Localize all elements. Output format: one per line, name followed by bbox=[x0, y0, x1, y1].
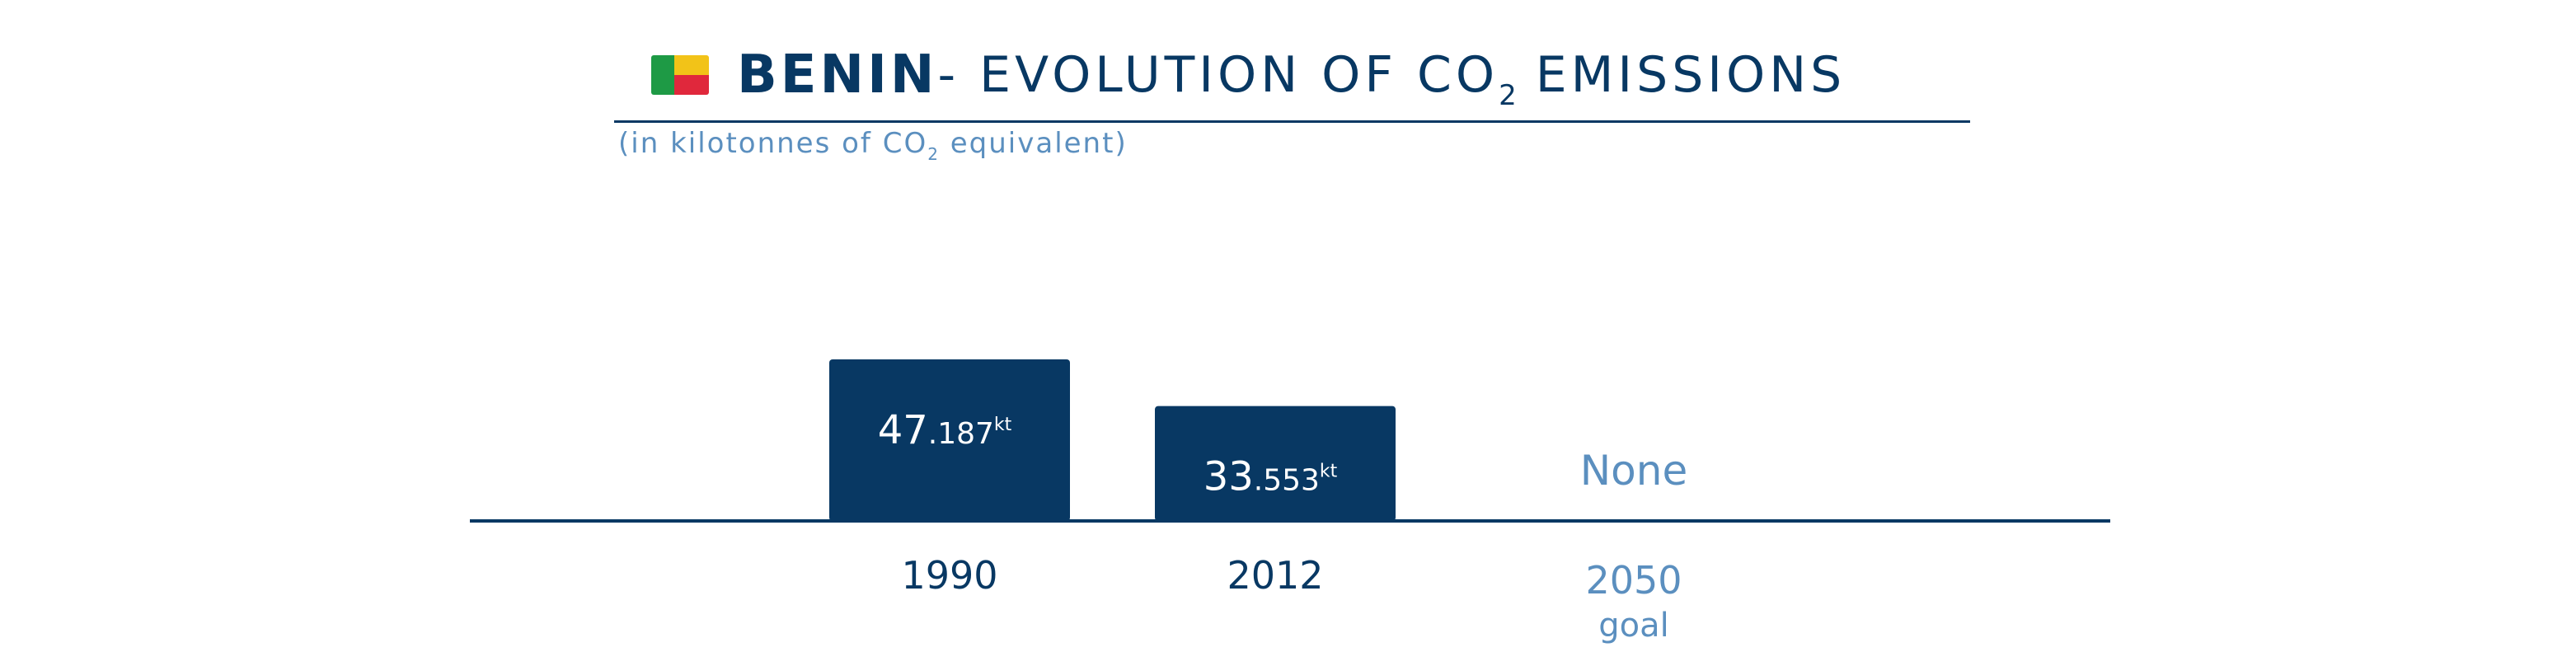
title-main: EVOLUTION OF CO bbox=[960, 46, 1499, 104]
subtitle-pre: (in kilotonnes of CO bbox=[618, 127, 928, 160]
data-label-2050: None bbox=[1580, 447, 1687, 495]
data-label-1990: 47.187kt bbox=[878, 407, 1012, 453]
bar-2012 bbox=[1155, 406, 1396, 521]
benin-flag-icon bbox=[651, 55, 709, 95]
x-tick-label-2050: 2050 bbox=[1585, 558, 1682, 603]
chart-subtitle: (in kilotonnes of CO2 equivalent) bbox=[618, 127, 1128, 164]
x-tick-label-1990: 1990 bbox=[901, 553, 997, 598]
x-tick-label-2012: 2012 bbox=[1227, 553, 1323, 598]
title-divider bbox=[614, 120, 1970, 123]
title-text: - EVOLUTION OF CO2 bbox=[937, 46, 1520, 112]
title-subscript: 2 bbox=[1499, 79, 1521, 112]
subtitle-post: equivalent) bbox=[939, 127, 1128, 160]
data-label-2012: 33.553kt bbox=[1204, 454, 1338, 500]
chart-title: BENIN - EVOLUTION OF CO2 EMISSIONS bbox=[651, 38, 1846, 112]
title-emissions: EMISSIONS bbox=[1535, 46, 1846, 104]
bar-1990 bbox=[829, 359, 1070, 521]
title-country: BENIN bbox=[737, 45, 938, 106]
subtitle-subscript: 2 bbox=[927, 144, 940, 164]
x-tick-note-2050: goal bbox=[1598, 607, 1669, 645]
title-dash: - bbox=[937, 46, 960, 104]
